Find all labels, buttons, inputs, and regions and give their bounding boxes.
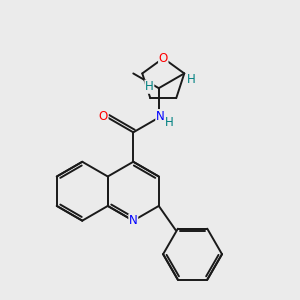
Text: N: N (129, 214, 138, 227)
Text: H: H (165, 116, 173, 128)
Text: O: O (159, 52, 168, 65)
Text: H: H (187, 73, 196, 86)
Text: N: N (156, 110, 165, 123)
Text: H: H (145, 80, 154, 93)
Text: O: O (99, 110, 108, 123)
